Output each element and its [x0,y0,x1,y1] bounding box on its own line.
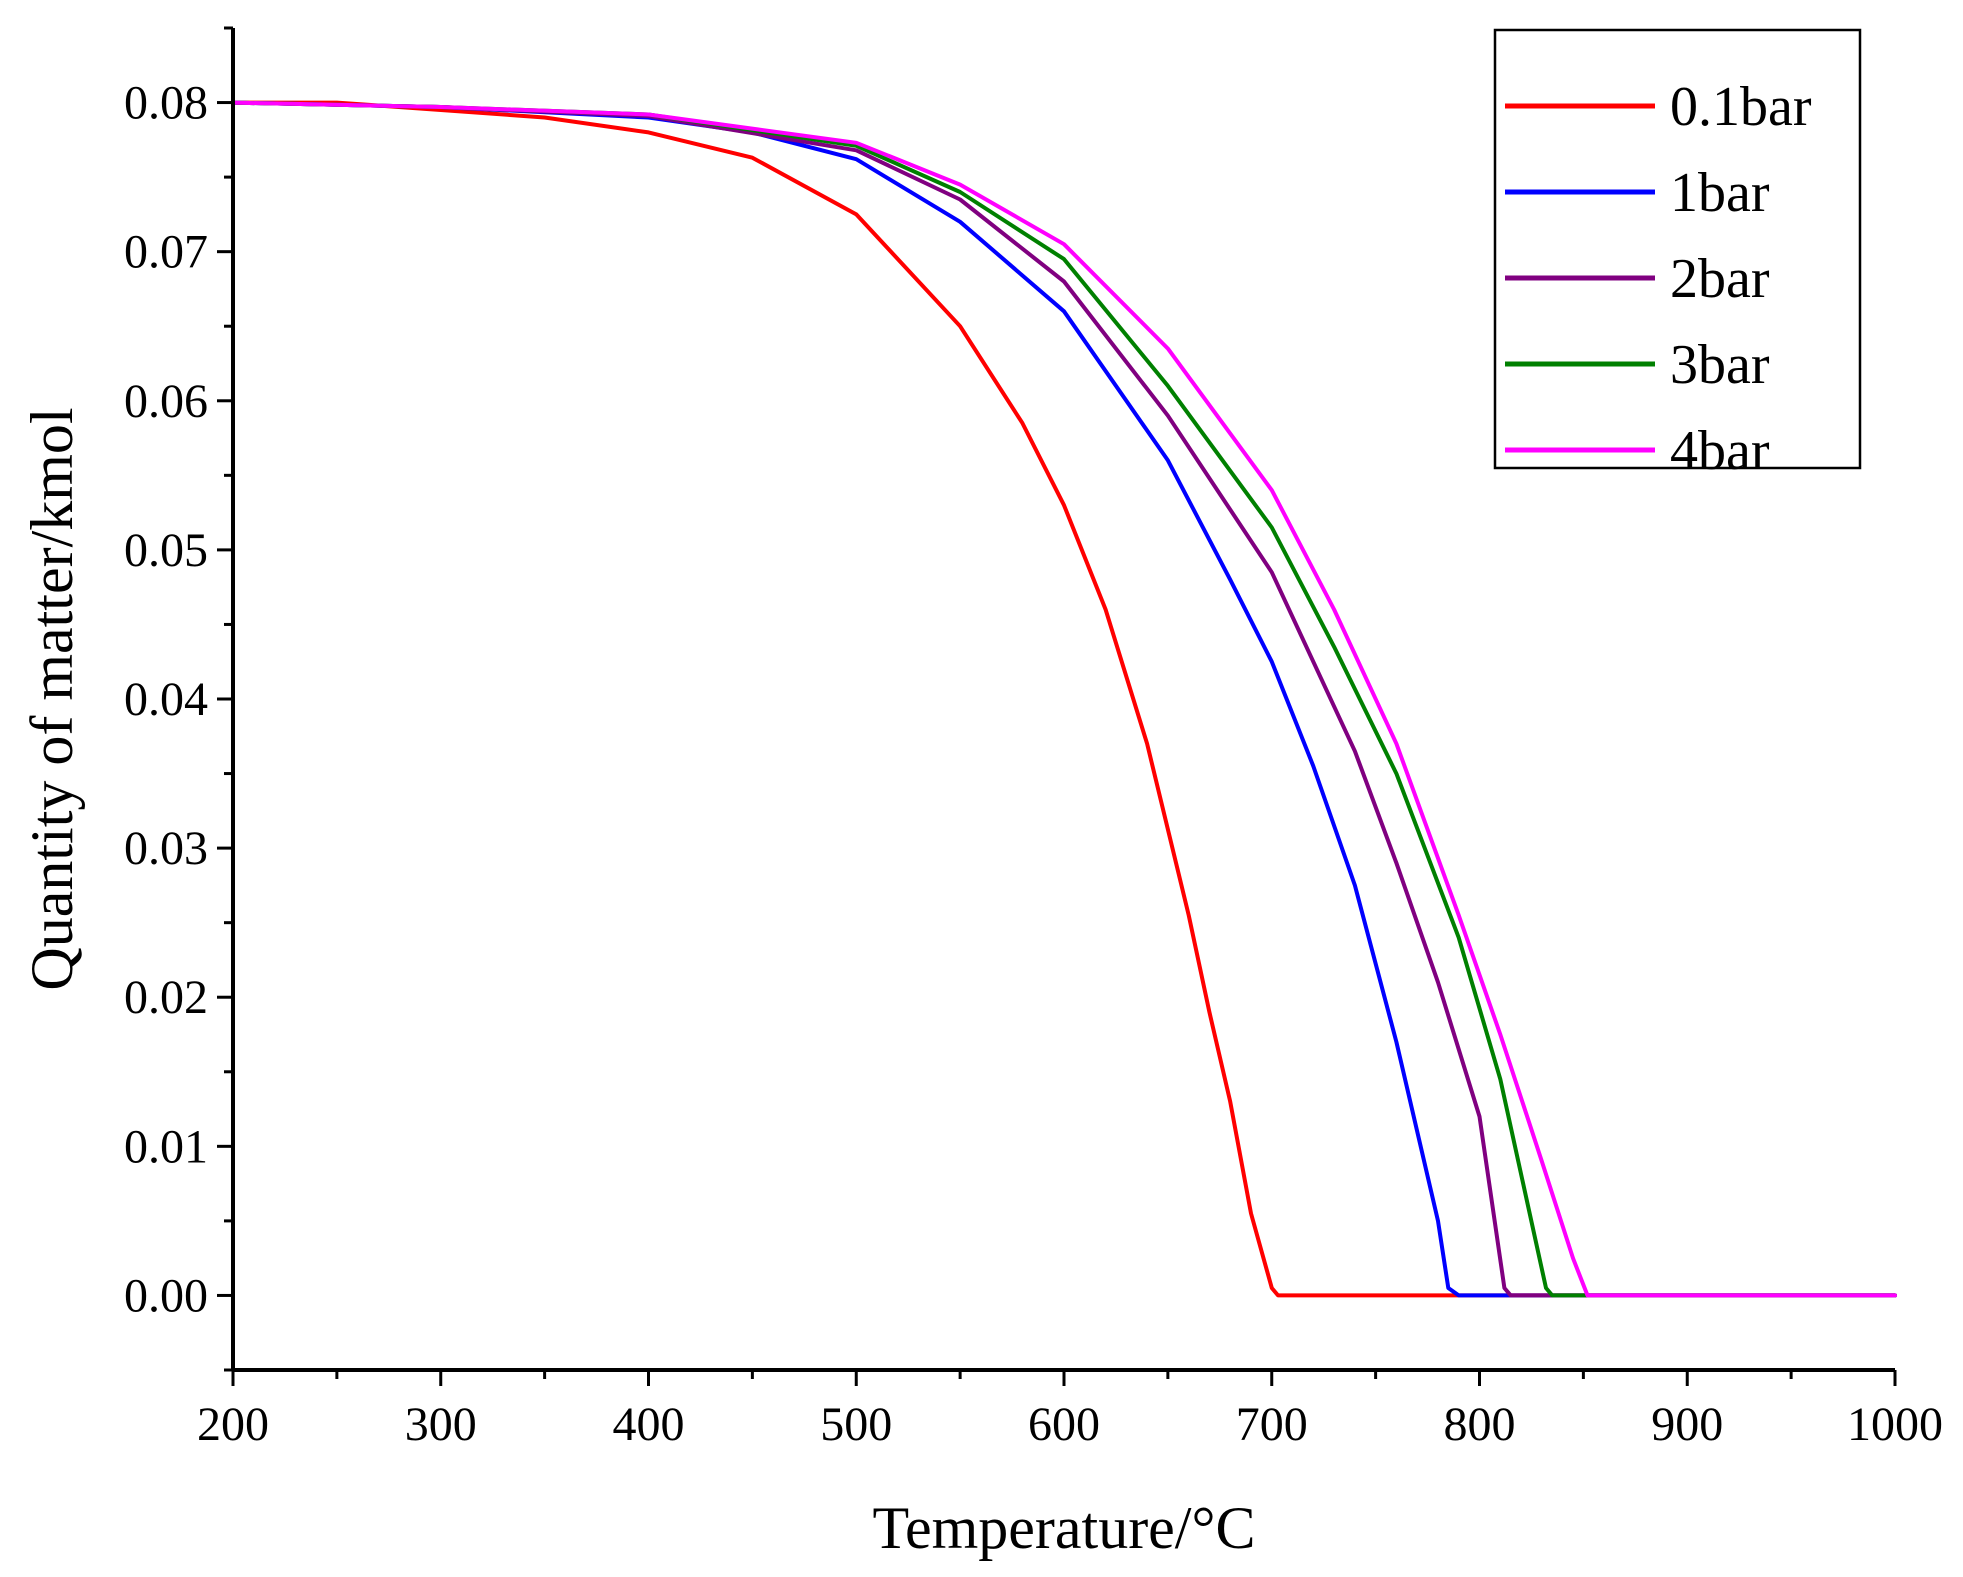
y-tick-label: 0.00 [124,1269,208,1322]
legend-label: 4bar [1670,420,1770,482]
x-tick-label: 1000 [1847,1398,1943,1451]
y-tick-label: 0.08 [124,77,208,130]
legend-box [1493,28,1862,470]
y-tick-label: 0.04 [124,673,208,726]
x-tick-label: 900 [1651,1398,1723,1451]
y-tick-label: 0.06 [124,375,208,428]
ticks-layer: 200 300 400 500 600 700 800 900 1000 0.00 0.01 0.02… [124,26,1943,1451]
y-tick-label: 0.07 [124,226,208,279]
x-axis-title: Temperature/°C [873,1495,1256,1561]
y-tick-label: 0.01 [124,1120,208,1173]
x-tick-label: 200 [197,1398,269,1451]
series-line-4bar [231,100,1897,1298]
y-tick-label: 0.03 [124,822,208,875]
y-axis-title: Quantity of matter/kmol [19,407,85,990]
x-tick-label: 700 [1236,1398,1308,1451]
series-layer [231,100,1897,1298]
x-tick-label: 600 [1028,1398,1100,1451]
y-tick-label: 0.05 [124,524,208,577]
y-tick-label: 0.02 [124,971,208,1024]
x-tick-label: 800 [1444,1398,1516,1451]
legend-label: 2bar [1670,248,1770,310]
legend-label: 1bar [1670,162,1770,224]
series-line-0.1bar [231,100,1897,1298]
x-tick-label: 500 [820,1398,892,1451]
x-tick-label: 300 [405,1398,477,1451]
legend: 0.1bar 1bar 2bar 3bar 4bar [1493,28,1862,482]
legend-label: 0.1bar [1670,76,1812,138]
series-line-2bar [231,100,1897,1298]
legend-label: 3bar [1670,334,1770,396]
x-tick-label: 400 [613,1398,685,1451]
